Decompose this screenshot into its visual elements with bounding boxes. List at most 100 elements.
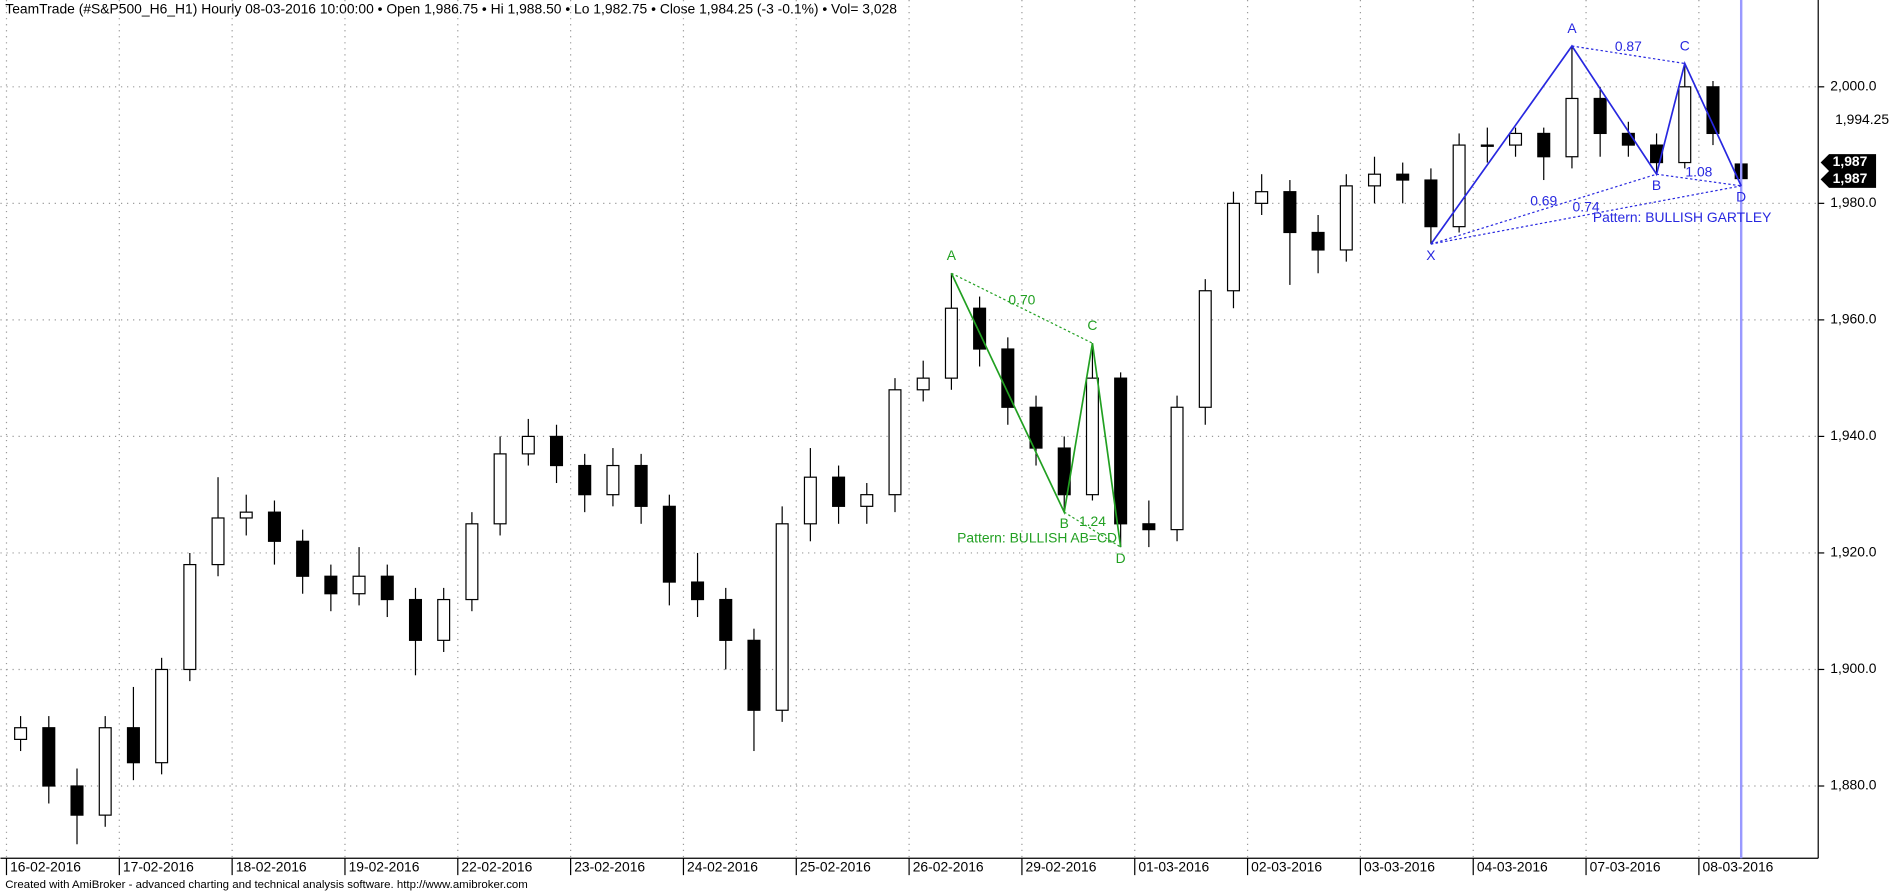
x-tick-label: 29-02-2016 (1026, 859, 1097, 875)
candle-body (691, 581, 705, 601)
candle-body (1085, 377, 1099, 496)
x-tick-label: 03-03-2016 (1364, 859, 1435, 875)
candle-body (1678, 86, 1692, 164)
x-tick-label: 24-02-2016 (687, 859, 758, 875)
candle-body (14, 727, 28, 740)
candle-body (1424, 179, 1438, 228)
point-label: C (1087, 317, 1097, 333)
ratio-label: 0.70 (1008, 292, 1035, 308)
point-label: B (1652, 177, 1661, 193)
point-label: B (1060, 515, 1069, 531)
candle-body (352, 575, 366, 595)
x-tick-label: 17-02-2016 (123, 859, 194, 875)
price-label: 1,987 (1833, 170, 1868, 186)
candle-body (1452, 144, 1466, 228)
candle-body (1339, 185, 1353, 251)
candle-body (155, 668, 169, 764)
candle-body (42, 727, 56, 787)
price-label: 1,987 (1833, 153, 1868, 169)
price-box (1820, 170, 1877, 188)
candle-body (662, 505, 676, 583)
candle-body (296, 540, 310, 577)
footer: Created with AmiBroker - advanced charti… (5, 879, 528, 891)
chart-title: TeamTrade (#S&P500_H6_H1) Hourly 08-03-2… (5, 0, 897, 16)
candle-body (1367, 173, 1382, 187)
y-tick-label: 1,940.0 (1830, 427, 1877, 443)
x-tick-label: 26-02-2016 (913, 859, 984, 875)
candle-body (832, 476, 846, 507)
ratio-line (951, 272, 1093, 344)
candle-body (747, 639, 761, 711)
candle-body (211, 517, 225, 566)
y-tick-label: 1,960.0 (1830, 311, 1877, 327)
ratio-line (1063, 511, 1121, 548)
candle-body (521, 435, 535, 455)
candle-body (437, 598, 451, 641)
candle-body (408, 598, 423, 641)
candle-body (634, 464, 648, 507)
candle-body (126, 727, 140, 764)
x-tick-label: 18-02-2016 (236, 859, 307, 875)
candle-body (380, 575, 394, 601)
point-label: D (1736, 189, 1746, 205)
point-label: D (1116, 550, 1126, 566)
ratio-line (1430, 173, 1657, 245)
y-tick-label: 1,920.0 (1830, 544, 1877, 560)
pattern-name: Pattern: BULLISH AB=CD (957, 529, 1117, 545)
candle-body (860, 494, 874, 507)
candle-body (719, 598, 733, 641)
x-tick-label: 08-03-2016 (1702, 859, 1773, 875)
candle-body (1198, 290, 1212, 408)
x-tick-label: 22-02-2016 (461, 859, 532, 875)
candle-body (549, 435, 564, 467)
x-tick-label: 19-02-2016 (349, 859, 420, 875)
y-tick-label: 1,880.0 (1830, 777, 1877, 793)
x-tick-label: 01-03-2016 (1138, 859, 1209, 875)
candle-body (803, 476, 817, 525)
x-tick-label: 23-02-2016 (574, 859, 645, 875)
x-tick-label: 25-02-2016 (800, 859, 871, 875)
candle-body (973, 307, 987, 350)
y-tick-label: 2,000.0 (1830, 77, 1877, 93)
y-tick-label: 1,900.0 (1830, 660, 1877, 676)
x-tick-label: 07-03-2016 (1590, 859, 1661, 875)
candle-body (1593, 97, 1607, 135)
candle-body (239, 511, 253, 519)
candle-body (70, 785, 84, 816)
candle-body (1311, 231, 1325, 251)
candle-body (493, 453, 507, 525)
candle-body (1396, 173, 1410, 181)
pattern-line (950, 272, 1122, 548)
candle-body (1114, 377, 1128, 525)
candle-body (888, 389, 902, 496)
candle-body (267, 511, 281, 542)
candle-body (578, 464, 592, 496)
candle-body (1226, 202, 1240, 292)
candle-body (1537, 132, 1551, 158)
ratio-label: 1.24 (1079, 513, 1106, 529)
x-tick-label: 02-03-2016 (1251, 859, 1322, 875)
point-label: A (1567, 20, 1577, 36)
candle-body (1480, 144, 1494, 147)
price-box (1820, 154, 1877, 171)
ratio-label: 0.87 (1615, 38, 1642, 54)
point-label: A (947, 247, 957, 263)
candle-body (183, 563, 197, 671)
candle-body (1565, 97, 1579, 158)
x-tick-label: 16-02-2016 (10, 859, 81, 875)
candle-body (916, 377, 930, 391)
candle-body (775, 523, 789, 711)
candle-body (1029, 406, 1043, 449)
candle-body (324, 575, 338, 595)
candle-body (465, 523, 479, 601)
candle-body (98, 727, 112, 816)
candle-body (1057, 447, 1071, 496)
ratio-label: 0.69 (1530, 193, 1557, 209)
candle-body (1255, 191, 1269, 204)
candle-body (1142, 523, 1156, 531)
x-tick-label: 04-03-2016 (1477, 859, 1548, 875)
ratio-label: 0.74 (1573, 198, 1600, 214)
candle-body (944, 307, 958, 379)
